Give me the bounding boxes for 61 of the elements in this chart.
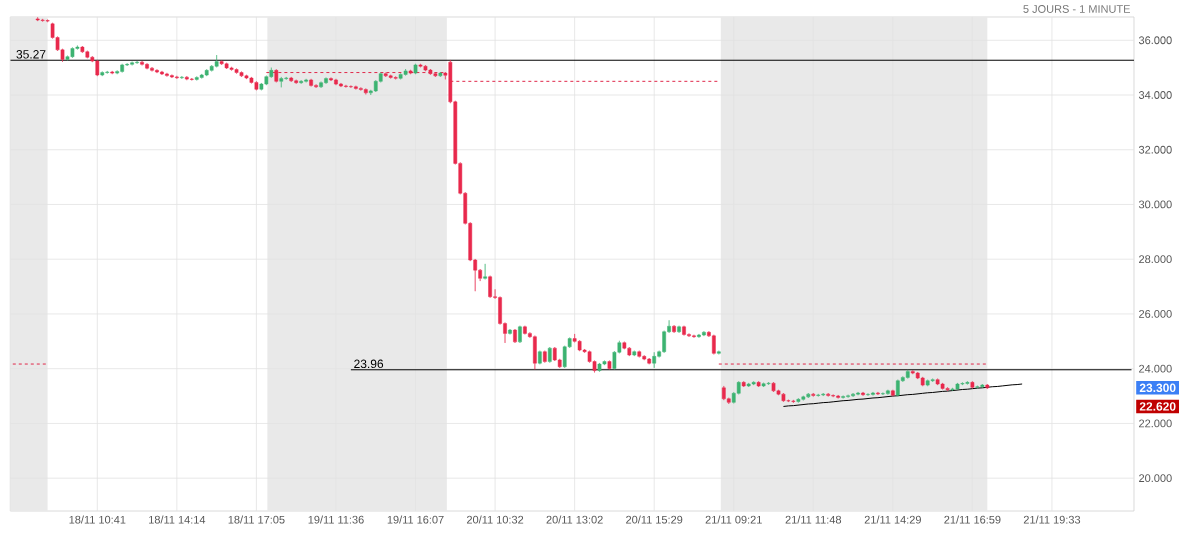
candlestick <box>607 360 612 370</box>
candlestick <box>363 88 368 95</box>
candlestick <box>513 328 517 344</box>
x-tick-label: 20/11 13:02 <box>546 515 603 524</box>
x-tick-label: 19/11 11:36 <box>308 515 364 524</box>
candlestick <box>483 263 487 280</box>
y-tick-label: 24.000 <box>1139 364 1172 373</box>
candlestick <box>637 350 642 358</box>
candlestick <box>816 393 821 397</box>
candlestick <box>716 350 721 355</box>
y-tick-label: 28.000 <box>1139 255 1172 264</box>
candlestick <box>547 346 552 363</box>
candlestick <box>189 77 194 81</box>
chart-subtitle: 5 JOURS - 1 MINUTE <box>1023 5 1131 13</box>
candlestick <box>891 389 895 397</box>
candlestick <box>677 325 681 334</box>
candlestick <box>408 69 413 75</box>
candlestick <box>632 350 637 357</box>
candlestick <box>537 350 542 365</box>
candlestick <box>861 391 865 397</box>
series-label: 23.96 <box>354 359 384 369</box>
candlestick <box>985 383 990 390</box>
x-tick-label: 21/11 11:48 <box>785 515 842 524</box>
x-tick-label: 21/11 19:33 <box>1023 515 1081 524</box>
y-tick-label: 30.000 <box>1138 200 1172 209</box>
candlestick <box>413 63 418 75</box>
x-tick-label: 18/11 17:05 <box>228 515 285 524</box>
candlestick <box>542 350 547 363</box>
candlestick <box>970 381 975 389</box>
candlestick <box>518 325 522 344</box>
x-tick-label: 21/11 09:21 <box>705 515 762 524</box>
candlestick <box>100 71 105 77</box>
candlestick <box>756 381 761 388</box>
annotation: 22.620 <box>1139 402 1176 411</box>
y-tick-label: 26.000 <box>1139 310 1172 318</box>
y-tick-label: 20.000 <box>1139 474 1172 483</box>
y-tick-label: 36.000 <box>1138 36 1172 45</box>
x-tick-label: 20/11 15:29 <box>626 515 683 524</box>
x-tick-label: 18/11 10:41 <box>69 515 126 524</box>
x-tick-label: 20/11 10:32 <box>466 515 524 524</box>
candlestick <box>652 352 657 369</box>
x-tick-label: 18/11 14:14 <box>149 515 206 524</box>
candlestick <box>508 328 512 335</box>
candlestick <box>741 381 746 388</box>
ref-line-label: 35.27 <box>16 50 46 59</box>
candlestick <box>811 392 816 397</box>
candlestick <box>110 70 115 75</box>
x-tick-label: 21/11 14:29 <box>864 515 921 524</box>
candlestick <box>299 79 304 85</box>
candlestick <box>672 324 676 334</box>
y-tick-label: 32.000 <box>1138 145 1172 154</box>
candlestick <box>289 76 294 83</box>
candlestick <box>438 71 443 78</box>
y-tick-label: 22.000 <box>1139 419 1172 428</box>
candlestick <box>826 392 831 397</box>
y-tick-label: 34.000 <box>1138 91 1172 99</box>
candlestick <box>279 76 284 88</box>
candlestick <box>905 369 910 379</box>
x-tick-label: 21/11 16:59 <box>944 515 1001 524</box>
annotation: 23.300 <box>1139 383 1176 393</box>
x-tick-label: 19/11 16:07 <box>387 515 444 524</box>
